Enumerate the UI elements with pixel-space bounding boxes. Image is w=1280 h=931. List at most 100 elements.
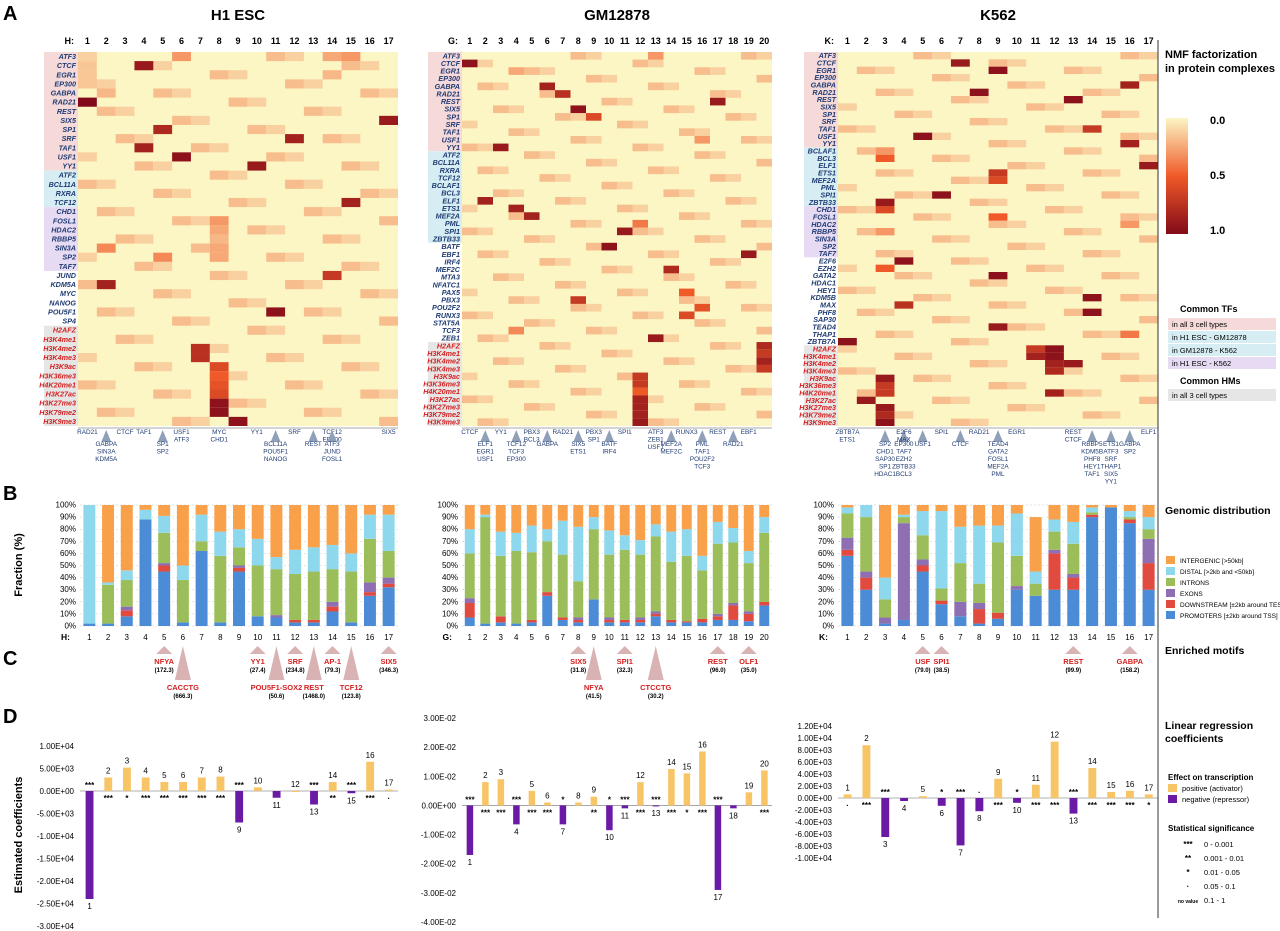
motif-name: USF [915,657,930,666]
row-label: H3K4me2 [803,359,836,368]
row-label: ZBTB33 [432,235,460,244]
column-number: 6 [179,36,184,46]
bar-segment-promoters [916,571,929,626]
heatmap-cell [172,188,191,198]
bar-number: 9 [592,786,597,795]
legend-item: INTRONS [1180,580,1210,587]
heatmap-cell [555,174,571,182]
heatmap-cell [969,279,989,287]
y-tick-label: 90% [442,513,458,522]
bar-number: 10 [605,833,614,842]
heatmap-cell [617,181,633,190]
heatmap-cell [894,169,914,177]
heatmap-cell [360,188,380,198]
heatmap-cell [1101,330,1121,338]
heatmap-cell [632,227,648,236]
column-number: 15 [682,36,692,46]
y-tick-label: -1.00E+04 [37,832,75,841]
bar-segment-introns [973,583,986,604]
column-number: 12 [289,36,299,46]
heatmap-cell [741,303,757,312]
heatmap-cell [679,128,695,136]
heatmap-cell [969,360,989,368]
row-label: EZH2 [818,264,836,273]
heatmap-cell [477,59,493,68]
row-label: RXRA [440,166,460,175]
x-tick-label: 16 [1125,633,1134,642]
row-label: H3K27ac [46,390,76,399]
heatmap-cell [988,198,1008,206]
bar-segment-distal [526,525,537,553]
positive-bar [683,773,691,806]
bar-segment-introns [954,563,967,602]
bar-segment-downstream [307,619,320,623]
bar-segment-introns [635,554,646,618]
bar-segment-promoters [666,622,677,626]
legend-swatch [1168,795,1177,803]
significance-mark: *** [1106,801,1116,810]
heatmap-cell [756,410,772,419]
motif-score: (27.4) [250,668,266,674]
column-number: 13 [1068,36,1078,46]
heatmap-cell [228,97,248,107]
positive-bar [843,794,852,798]
row-label: YY1 [62,162,76,171]
significance-mark: ** [330,794,337,803]
bar-segment-promoters [954,616,967,626]
row-label: ATF2 [58,171,76,180]
complex-label: MEF2A [661,441,683,448]
positive-bar [366,761,375,791]
bar-number: 2 [864,734,869,743]
heatmap-cell [570,135,586,144]
bar-number: 1 [87,902,92,911]
row-label: H3K27ac [806,396,836,405]
positive-bar [918,796,927,798]
panel-label: B [3,483,17,505]
bar-segment-exons [841,537,854,550]
heatmap-cell [524,151,540,159]
heatmap-cell [493,82,509,91]
positive-bar [699,751,706,806]
heatmap-cell [913,213,933,221]
bar-number: 7 [200,767,205,776]
positive-bar [1088,768,1097,798]
significance-mark: *** [235,781,245,790]
column-number: 16 [365,36,375,46]
heatmap-cell [209,270,229,281]
y-tick-label: 0.00E+00 [40,787,75,796]
cell-type-title: H1 ESC [211,7,265,24]
heatmap-cell [663,82,679,91]
column-number: 15 [1106,36,1116,46]
bar-segment-introns [1123,517,1136,520]
row-label: BCL11A [49,180,76,189]
significance-mark: * [125,794,129,803]
row-label: H3K4me3 [427,364,460,373]
bar-segment-intergenic [363,505,376,515]
x-tick-label: 6 [939,633,944,642]
heatmap-cell [322,207,342,217]
heatmap-cell [228,298,248,308]
x-tick-label: 15 [1106,633,1115,642]
heatmap-cell [78,79,97,89]
heatmap-cell [172,389,191,399]
heatmap-cell [1007,162,1027,170]
complex-label: YY1 [495,429,508,436]
y-tick-label: -8.00E+03 [795,842,833,851]
significance-mark: · [978,788,981,797]
heatmap-cell [190,343,210,354]
bar-segment-distal [326,544,339,570]
bar-segment-promoters [935,604,948,626]
complex-label: SIN3A [97,449,116,456]
bar-number: 9 [996,768,1001,777]
complex-label: FOSL1 [322,456,343,463]
bar-segment-introns [495,555,506,617]
heatmap-cell [477,395,493,404]
complex-marker [1105,430,1116,442]
heatmap-cell [679,105,695,114]
heatmap-cell [134,143,154,153]
heatmap-cell [894,272,914,280]
heatmap-cell [322,106,342,116]
heatmap-cell [209,216,229,226]
heatmap-cell [969,118,989,126]
heatmap-cell [1082,228,1102,236]
